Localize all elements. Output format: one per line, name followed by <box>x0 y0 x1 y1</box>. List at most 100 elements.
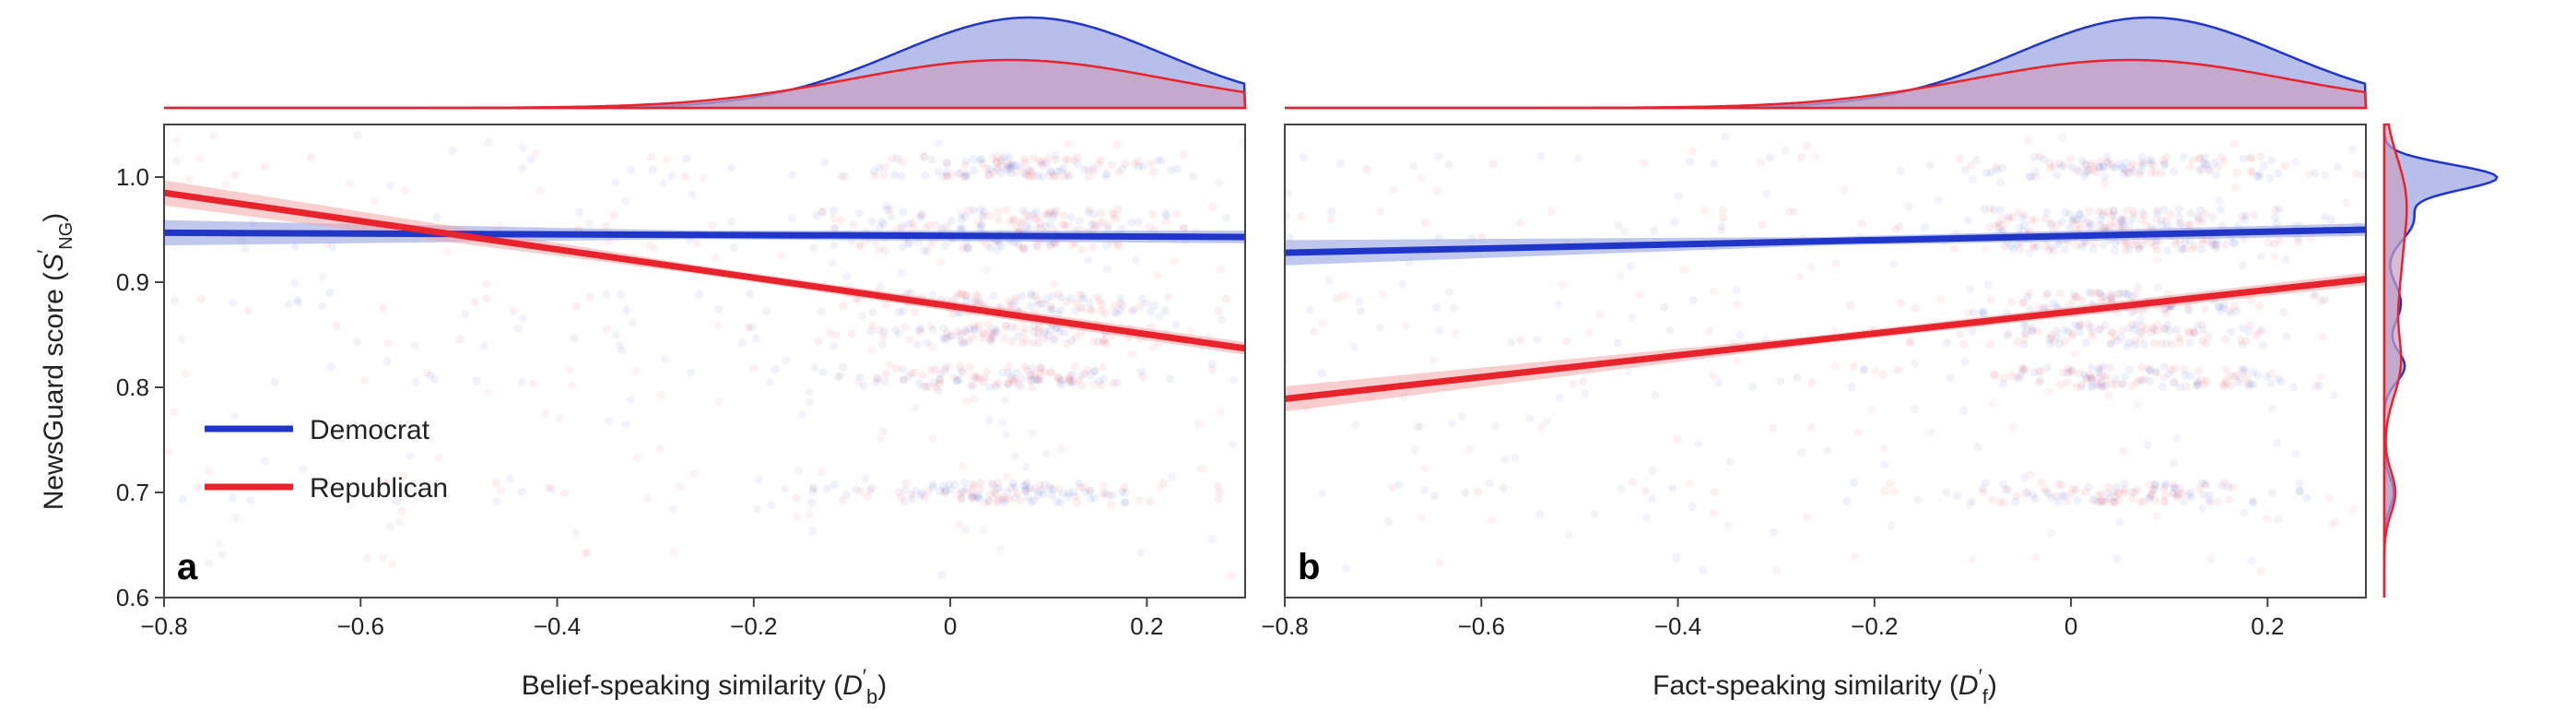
scatter-point <box>1333 294 1342 303</box>
scatter-point <box>918 210 927 219</box>
scatter-point <box>1046 166 1055 175</box>
scatter-point <box>1214 306 1223 315</box>
scatter-point <box>1356 306 1365 315</box>
scatter-point <box>2107 339 2116 349</box>
scatter-point <box>970 297 980 306</box>
scatter-point <box>1047 491 1056 500</box>
scatter-point <box>2084 166 2093 175</box>
scatter-point <box>989 488 998 497</box>
scatter-point <box>1038 485 1047 494</box>
scatter-point <box>2097 292 2106 302</box>
scatter-point <box>1963 308 1972 317</box>
y-tick-label: 0.9 <box>116 268 149 296</box>
scatter-point <box>894 308 903 317</box>
scatter-point <box>2249 380 2258 389</box>
scatter-point <box>2215 196 2224 205</box>
scatter-point <box>2256 566 2265 575</box>
scatter-point <box>998 495 1007 504</box>
scatter-point <box>993 157 1002 166</box>
scatter-point <box>1055 327 1065 337</box>
scatter-point <box>900 496 909 505</box>
scatter-point <box>1046 207 1055 216</box>
scatter-point <box>2120 289 2129 298</box>
scatter-point <box>916 326 925 336</box>
scatter-point <box>836 371 845 380</box>
scatter-point <box>1097 306 1106 315</box>
scatter-point <box>2152 368 2161 377</box>
scatter-point <box>1672 553 1681 563</box>
scatter-point <box>2252 331 2261 340</box>
scatter-point <box>2159 497 2169 506</box>
scatter-point <box>2072 215 2081 224</box>
scatter-point <box>2200 152 2209 161</box>
scatter-point <box>714 304 723 314</box>
scatter-point <box>1017 291 1027 301</box>
scatter-point <box>2264 238 2273 247</box>
scatter-point <box>1725 457 1735 467</box>
scatter-point <box>899 243 908 252</box>
scatter-point <box>1033 296 1042 305</box>
scatter-point <box>970 326 979 335</box>
scatter-point <box>1094 376 1103 385</box>
scatter-point <box>648 165 657 174</box>
scatter-point <box>1688 502 1697 511</box>
scatter-point <box>934 386 943 396</box>
scatter-point <box>1525 414 1535 423</box>
scatter-point <box>1148 343 1158 352</box>
scatter-point <box>2107 289 2116 298</box>
scatter-point <box>1089 380 1099 389</box>
scatter-point <box>1797 448 1806 457</box>
scatter-point <box>1992 162 2001 172</box>
scatter-point <box>914 326 923 335</box>
scatter-point <box>2194 154 2204 163</box>
scatter-point <box>1942 488 1951 497</box>
scatter-point <box>1114 168 1123 177</box>
scatter-point <box>1003 165 1012 174</box>
scatter-point <box>1221 294 1230 303</box>
scatter-point <box>2148 485 2158 494</box>
scatter-point <box>1719 213 1728 222</box>
scatter-point <box>2061 207 2070 217</box>
scatter-point <box>1768 423 1777 433</box>
scatter-point <box>1667 483 1676 492</box>
scatter-point <box>947 331 956 340</box>
scatter-point <box>993 245 1002 255</box>
scatter-point <box>1990 370 1999 379</box>
scatter-point <box>2349 504 2358 514</box>
scatter-point <box>992 159 1001 168</box>
scatter-point <box>991 325 1000 334</box>
scatter-point <box>241 244 250 254</box>
scatter-point <box>1022 336 1031 345</box>
scatter-point <box>1071 306 1080 315</box>
scatter-point <box>1172 209 1182 219</box>
scatter-point <box>1009 214 1018 223</box>
scatter-point <box>1959 406 1969 415</box>
scatter-point <box>867 483 876 492</box>
scatter-point <box>2168 340 2177 350</box>
scatter-point <box>2229 238 2238 247</box>
scatter-point <box>2033 326 2042 336</box>
scatter-point <box>1807 422 1817 432</box>
scatter-point <box>2096 324 2105 333</box>
scatter-point <box>2139 210 2148 219</box>
scatter-point <box>2279 307 2288 316</box>
scatter-point <box>793 512 802 521</box>
scatter-point <box>2246 166 2255 175</box>
scatter-point <box>620 196 629 206</box>
scatter-point <box>680 172 689 181</box>
scatter-point <box>770 364 780 373</box>
scatter-point <box>1066 294 1076 303</box>
scatter-point <box>1057 444 1066 454</box>
scatter-point <box>2121 166 2130 175</box>
scatter-point <box>2111 245 2120 255</box>
scatter-point <box>547 485 557 494</box>
scatter-point <box>370 196 379 206</box>
scatter-point <box>2130 488 2139 497</box>
scatter-point <box>981 498 990 507</box>
scatter-point <box>916 491 925 500</box>
scatter-point <box>575 207 584 217</box>
scatter-point <box>2201 481 2210 491</box>
scatter-point <box>1628 478 1637 487</box>
scatter-point <box>1207 359 1217 368</box>
scatter-point <box>986 243 995 253</box>
